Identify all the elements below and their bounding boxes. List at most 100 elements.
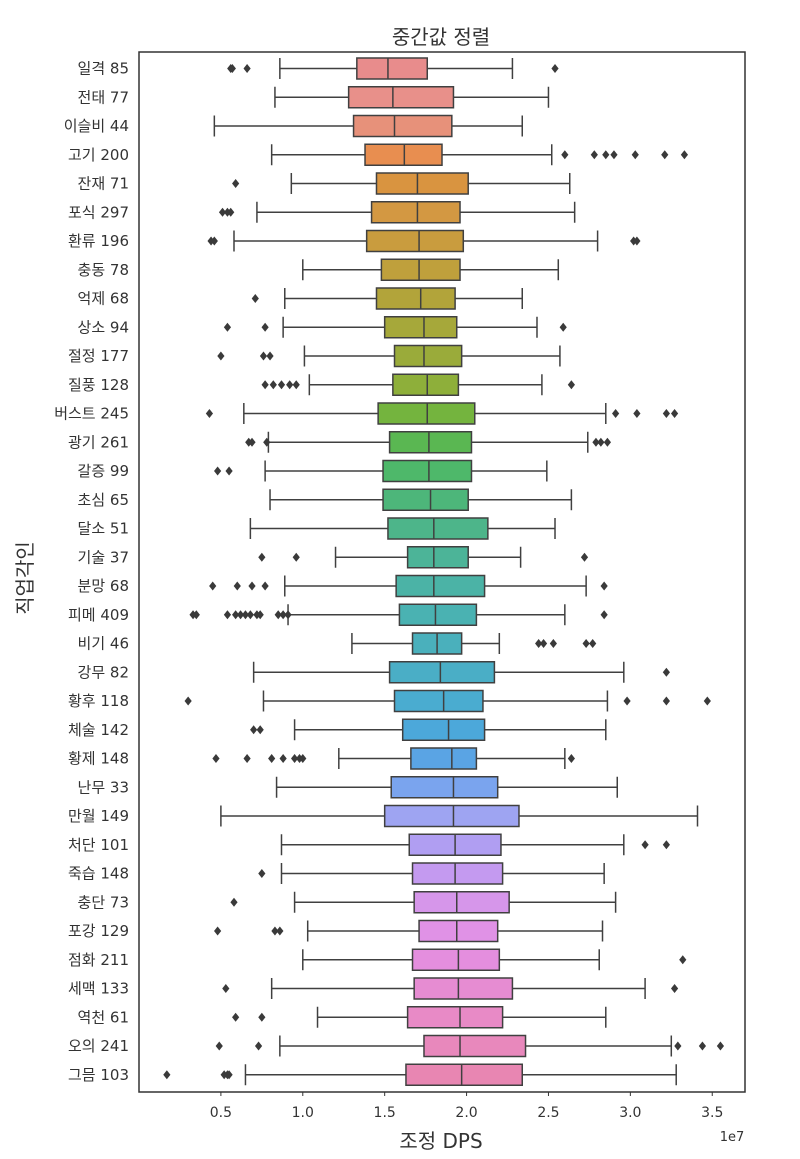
box-iqr [375,287,456,310]
outlier-point [284,610,292,620]
plot-frame [138,51,746,1093]
box-33 [222,977,679,1000]
outlier-point [232,1012,240,1022]
category-label: 포식 297 [68,203,129,221]
category-label: 억제 68 [78,290,129,308]
outlier-point [218,207,227,217]
box-iqr [390,776,499,799]
outlier-point [603,437,612,447]
box-4 [270,143,688,166]
x-tick-label: 1.0 [292,1105,314,1121]
outlier-point [582,639,590,648]
outlier-point [236,610,245,620]
outlier-point [670,409,679,418]
category-label: 분망 68 [78,577,129,595]
box-iqr [411,948,501,971]
box-iqr [406,546,469,569]
outlier-point [254,1041,263,1051]
box-iqr [413,977,514,1000]
outlier-point [641,840,649,850]
y-tick-labels: 일격 85 전태 77 이슬비 44 고기 200 잔재 71 포식 297 환류 196 충… [54,60,129,1084]
category-label: 기술 37 [78,548,129,566]
outlier-point [214,926,222,936]
outlier-point [214,466,222,476]
category-label: 환류 196 [68,232,129,250]
category-label: 강무 82 [78,663,129,681]
box-iqr [382,488,469,511]
category-label: 고기 200 [68,146,129,164]
outlier-point [600,610,608,620]
outlier-point [597,437,605,447]
outlier-point [250,725,258,735]
category-label: 포강 129 [68,922,129,940]
outlier-point [535,639,543,648]
outlier-point [251,294,259,303]
outlier-point [258,1012,266,1022]
box-21 [351,632,597,655]
outlier-point [225,1070,233,1080]
outlier-point [299,754,307,763]
box-1 [227,57,559,80]
outlier-point [559,322,567,332]
outlier-point [192,610,200,620]
category-label: 세맥 133 [68,980,129,998]
category-label: 비기 46 [78,635,129,653]
plot-area [163,57,725,1086]
outlier-point [212,754,220,763]
box-3 [213,114,524,138]
outlier-point [233,581,241,591]
outlier-point [292,380,300,390]
box-iqr [401,718,486,741]
outlier-point [623,696,631,706]
box-iqr [370,201,461,224]
outlier-point [610,150,618,160]
outlier-point [184,696,192,706]
outlier-point [225,466,233,476]
x-tick-label: 2.0 [455,1105,477,1121]
box-iqr [387,517,489,540]
x-axis-title: 조정 DPS [399,1129,482,1153]
y-axis-title: 직업각인 [13,541,37,615]
box-iqr [377,402,476,425]
outlier-point [279,754,287,763]
category-label: 전태 77 [78,88,129,106]
outlier-point [661,150,669,160]
outlier-point [271,926,279,936]
outlier-point [248,581,256,591]
category-label: 이슬비 44 [64,117,129,135]
box-iqr [383,804,520,828]
category-label: 광기 261 [68,433,129,451]
outlier-point [292,552,300,562]
category-label: 황제 148 [68,750,129,768]
category-label: 충동 78 [78,261,129,279]
box-8 [302,258,560,281]
box-iqr [410,747,478,770]
outlier-point [567,754,575,763]
outlier-point [232,179,240,188]
category-label: 체술 142 [68,721,129,739]
outlier-point [223,322,232,332]
category-label: 죽습 148 [68,865,129,883]
category-label: 피메 409 [68,606,129,624]
category-label: 점화 211 [68,951,129,969]
outlier-point [662,667,670,677]
outlier-point [261,581,269,591]
outlier-point [539,639,548,648]
box-iqr [398,603,478,626]
outlier-point [261,322,269,332]
box-13 [205,402,679,425]
box-7 [207,229,641,253]
box-30 [230,891,617,914]
outlier-point [549,639,557,648]
category-label: 갈증 99 [78,462,129,480]
category-label: 질풍 128 [68,376,129,394]
outlier-point [674,1041,682,1051]
box-iqr [393,689,484,713]
box-12 [261,373,575,396]
category-label: 그믐 103 [68,1066,129,1084]
box-iqr [352,114,453,138]
box-36 [163,1063,677,1086]
box-iqr [406,1006,504,1029]
box-iqr [388,431,473,454]
